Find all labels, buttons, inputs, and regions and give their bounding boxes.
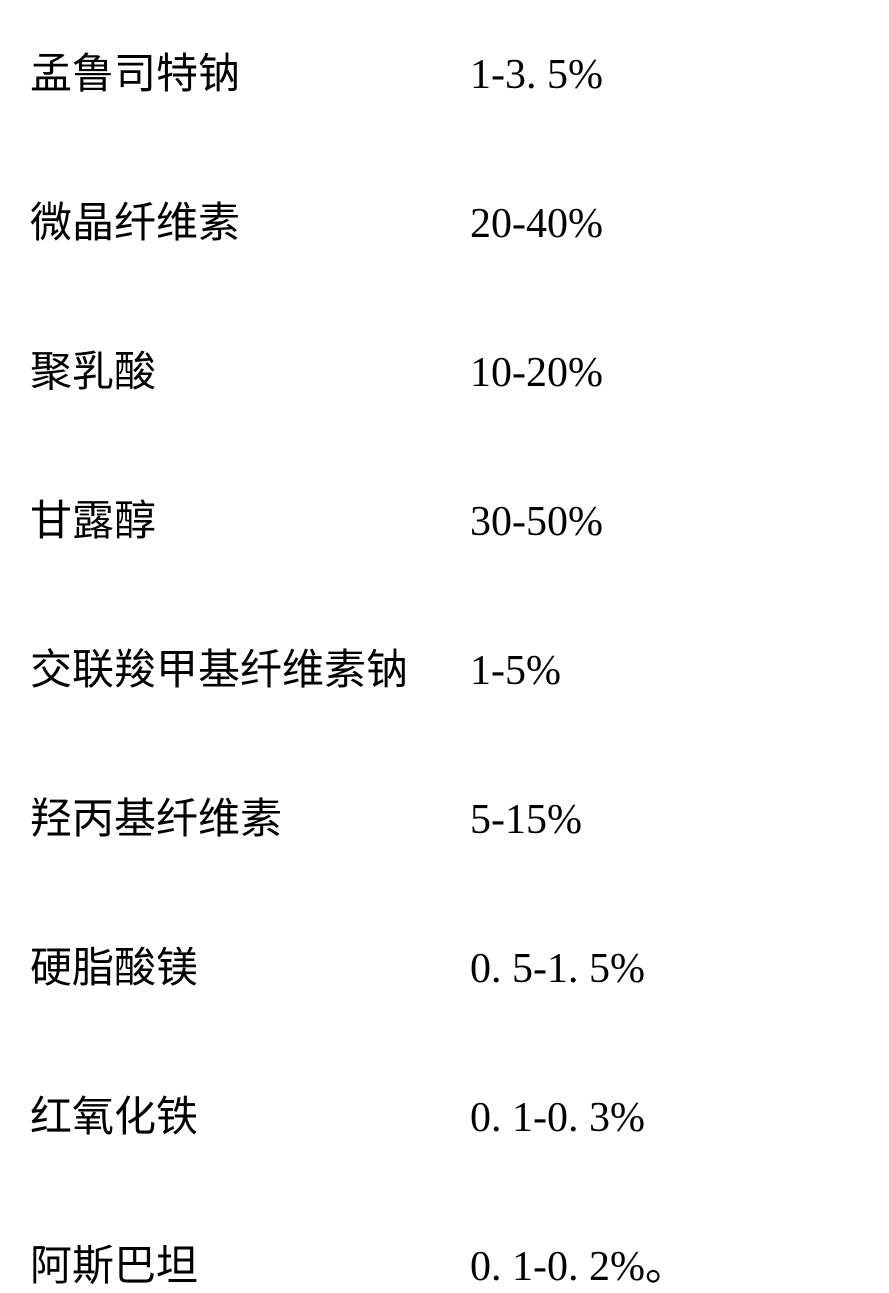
table-row: 硬脂酸镁 0. 5-1. 5% [30, 934, 859, 995]
percentage-value: 30-50% [470, 498, 603, 546]
percentage-value: 20-40% [470, 200, 603, 248]
ingredient-label: 微晶纤维素 [30, 189, 470, 250]
ingredient-label: 聚乳酸 [30, 338, 470, 399]
table-row: 微晶纤维素 20-40% [30, 189, 859, 250]
percentage-value: 10-20% [470, 349, 603, 397]
table-row: 交联羧甲基纤维素钠 1-5% [30, 636, 859, 697]
table-row: 甘露醇 30-50% [30, 487, 859, 548]
percentage-value: 1-3. 5% [470, 51, 603, 99]
ingredient-label: 羟丙基纤维素 [30, 785, 470, 846]
ingredient-label: 阿斯巴坦 [30, 1232, 470, 1293]
composition-table: 孟鲁司特钠 1-3. 5% 微晶纤维素 20-40% 聚乳酸 10-20% 甘露… [30, 40, 859, 1293]
table-row: 阿斯巴坦 0. 1-0. 2%。 [30, 1232, 859, 1293]
percentage-value: 1-5% [470, 647, 561, 695]
table-row: 红氧化铁 0. 1-0. 3% [30, 1083, 859, 1144]
percentage-value: 0. 1-0. 3% [470, 1094, 645, 1142]
percentage-value: 5-15% [470, 796, 582, 844]
ingredient-label: 孟鲁司特钠 [30, 40, 470, 101]
percentage-value: 0. 5-1. 5% [470, 945, 645, 993]
table-row: 聚乳酸 10-20% [30, 338, 859, 399]
table-row: 羟丙基纤维素 5-15% [30, 785, 859, 846]
table-row: 孟鲁司特钠 1-3. 5% [30, 40, 859, 101]
percentage-value: 0. 1-0. 2%。 [470, 1232, 687, 1293]
ingredient-label: 红氧化铁 [30, 1083, 470, 1144]
ingredient-label: 交联羧甲基纤维素钠 [30, 636, 470, 697]
ingredient-label: 甘露醇 [30, 487, 470, 548]
ingredient-label: 硬脂酸镁 [30, 934, 470, 995]
